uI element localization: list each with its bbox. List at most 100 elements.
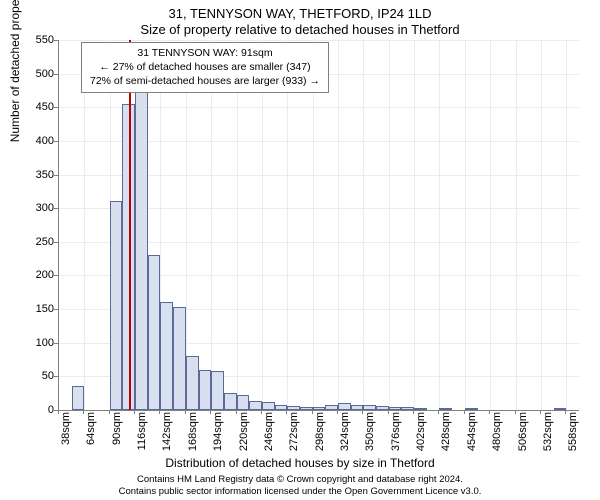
x-tick-mark (388, 410, 389, 414)
x-tick-label: 480sqm (491, 412, 503, 456)
y-tick-mark (54, 74, 58, 75)
histogram-bar (249, 401, 262, 410)
x-tick-label: 376sqm (390, 412, 402, 456)
histogram-bar (237, 395, 250, 410)
x-tick-mark (312, 410, 313, 414)
plot-area: 31 TENNYSON WAY: 91sqm ← 27% of detached… (58, 40, 579, 411)
histogram-bar (389, 407, 402, 410)
y-tick-mark (54, 141, 58, 142)
annotation-line3: 72% of semi-detached houses are larger (… (90, 74, 320, 88)
histogram-bar (465, 408, 478, 410)
gridline-v (414, 40, 415, 410)
x-tick-label: 324sqm (339, 412, 351, 456)
chart-subtitle: Size of property relative to detached ho… (0, 22, 600, 37)
x-tick-label: 220sqm (238, 412, 250, 456)
x-tick-label: 532sqm (542, 412, 554, 456)
y-tick-label: 500 (36, 68, 54, 80)
histogram-bar (173, 307, 186, 410)
y-tick-label: 300 (36, 202, 54, 214)
x-tick-mark (464, 410, 465, 414)
y-axis-label: Number of detached properties (8, 0, 22, 142)
y-tick-label: 550 (36, 34, 54, 46)
histogram-bar (363, 405, 376, 410)
histogram-bar (160, 302, 173, 410)
y-tick-mark (54, 275, 58, 276)
x-tick-mark (134, 410, 135, 414)
copyright-line2: Contains public sector information licen… (0, 486, 600, 498)
y-tick-label: 150 (36, 303, 54, 315)
x-tick-mark (236, 410, 237, 414)
x-tick-label: 168sqm (187, 412, 199, 456)
y-tick-mark (54, 376, 58, 377)
histogram-bar (439, 408, 452, 410)
annotation-line1: 31 TENNYSON WAY: 91sqm (90, 46, 320, 60)
gridline-v (313, 40, 314, 410)
y-tick-mark (54, 343, 58, 344)
x-tick-mark (58, 410, 59, 414)
y-tick-label: 350 (36, 169, 54, 181)
gridline-h (59, 40, 579, 41)
x-tick-label: 38sqm (60, 412, 72, 456)
y-tick-mark (54, 309, 58, 310)
gridline-v (262, 40, 263, 410)
gridline-v (287, 40, 288, 410)
y-tick-mark (54, 175, 58, 176)
x-tick-label: 428sqm (440, 412, 452, 456)
x-tick-label: 116sqm (136, 412, 148, 456)
x-tick-label: 558sqm (567, 412, 579, 456)
histogram-bar (199, 370, 212, 410)
y-tick-label: 200 (36, 269, 54, 281)
x-tick-label: 142sqm (161, 412, 173, 456)
x-tick-mark (337, 410, 338, 414)
y-tick-label: 50 (42, 370, 54, 382)
x-tick-mark (540, 410, 541, 414)
copyright-line1: Contains HM Land Registry data © Crown c… (0, 474, 600, 486)
y-tick-mark (54, 242, 58, 243)
gridline-v (186, 40, 187, 410)
x-tick-label: 64sqm (85, 412, 97, 456)
histogram-bar (110, 201, 123, 410)
x-tick-label: 90sqm (111, 412, 123, 456)
y-tick-label: 450 (36, 101, 54, 113)
x-tick-label: 272sqm (288, 412, 300, 456)
x-tick-label: 454sqm (466, 412, 478, 456)
gridline-v (389, 40, 390, 410)
histogram-bar (224, 393, 237, 410)
gridline-v (338, 40, 339, 410)
chart-title: 31, TENNYSON WAY, THETFORD, IP24 1LD (0, 6, 600, 21)
gridline-v (566, 40, 567, 410)
x-tick-mark (109, 410, 110, 414)
histogram-bar (135, 67, 148, 410)
histogram-bar (211, 371, 224, 410)
histogram-bar (287, 406, 300, 410)
copyright-block: Contains HM Land Registry data © Crown c… (0, 474, 600, 498)
gridline-v (541, 40, 542, 410)
x-tick-label: 246sqm (263, 412, 275, 456)
x-tick-mark (413, 410, 414, 414)
gridline-v (211, 40, 212, 410)
histogram-bar (186, 356, 199, 410)
y-tick-mark (54, 208, 58, 209)
gridline-v (237, 40, 238, 410)
x-tick-mark (515, 410, 516, 414)
histogram-bar (313, 407, 326, 410)
gridline-v (84, 40, 85, 410)
x-tick-label: 194sqm (212, 412, 224, 456)
x-axis-label: Distribution of detached houses by size … (0, 456, 600, 470)
x-tick-label: 350sqm (364, 412, 376, 456)
gridline-v (516, 40, 517, 410)
gridline-v (439, 40, 440, 410)
histogram-bar (148, 255, 161, 410)
annotation-box: 31 TENNYSON WAY: 91sqm ← 27% of detached… (81, 42, 329, 93)
x-tick-mark (185, 410, 186, 414)
y-tick-label: 400 (36, 135, 54, 147)
y-tick-mark (54, 40, 58, 41)
x-tick-label: 402sqm (415, 412, 427, 456)
y-tick-mark (54, 107, 58, 108)
y-tick-label: 100 (36, 337, 54, 349)
annotation-line2: ← 27% of detached houses are smaller (34… (90, 60, 320, 74)
histogram-bar (72, 386, 85, 410)
x-tick-label: 506sqm (517, 412, 529, 456)
gridline-v (490, 40, 491, 410)
x-tick-mark (261, 410, 262, 414)
